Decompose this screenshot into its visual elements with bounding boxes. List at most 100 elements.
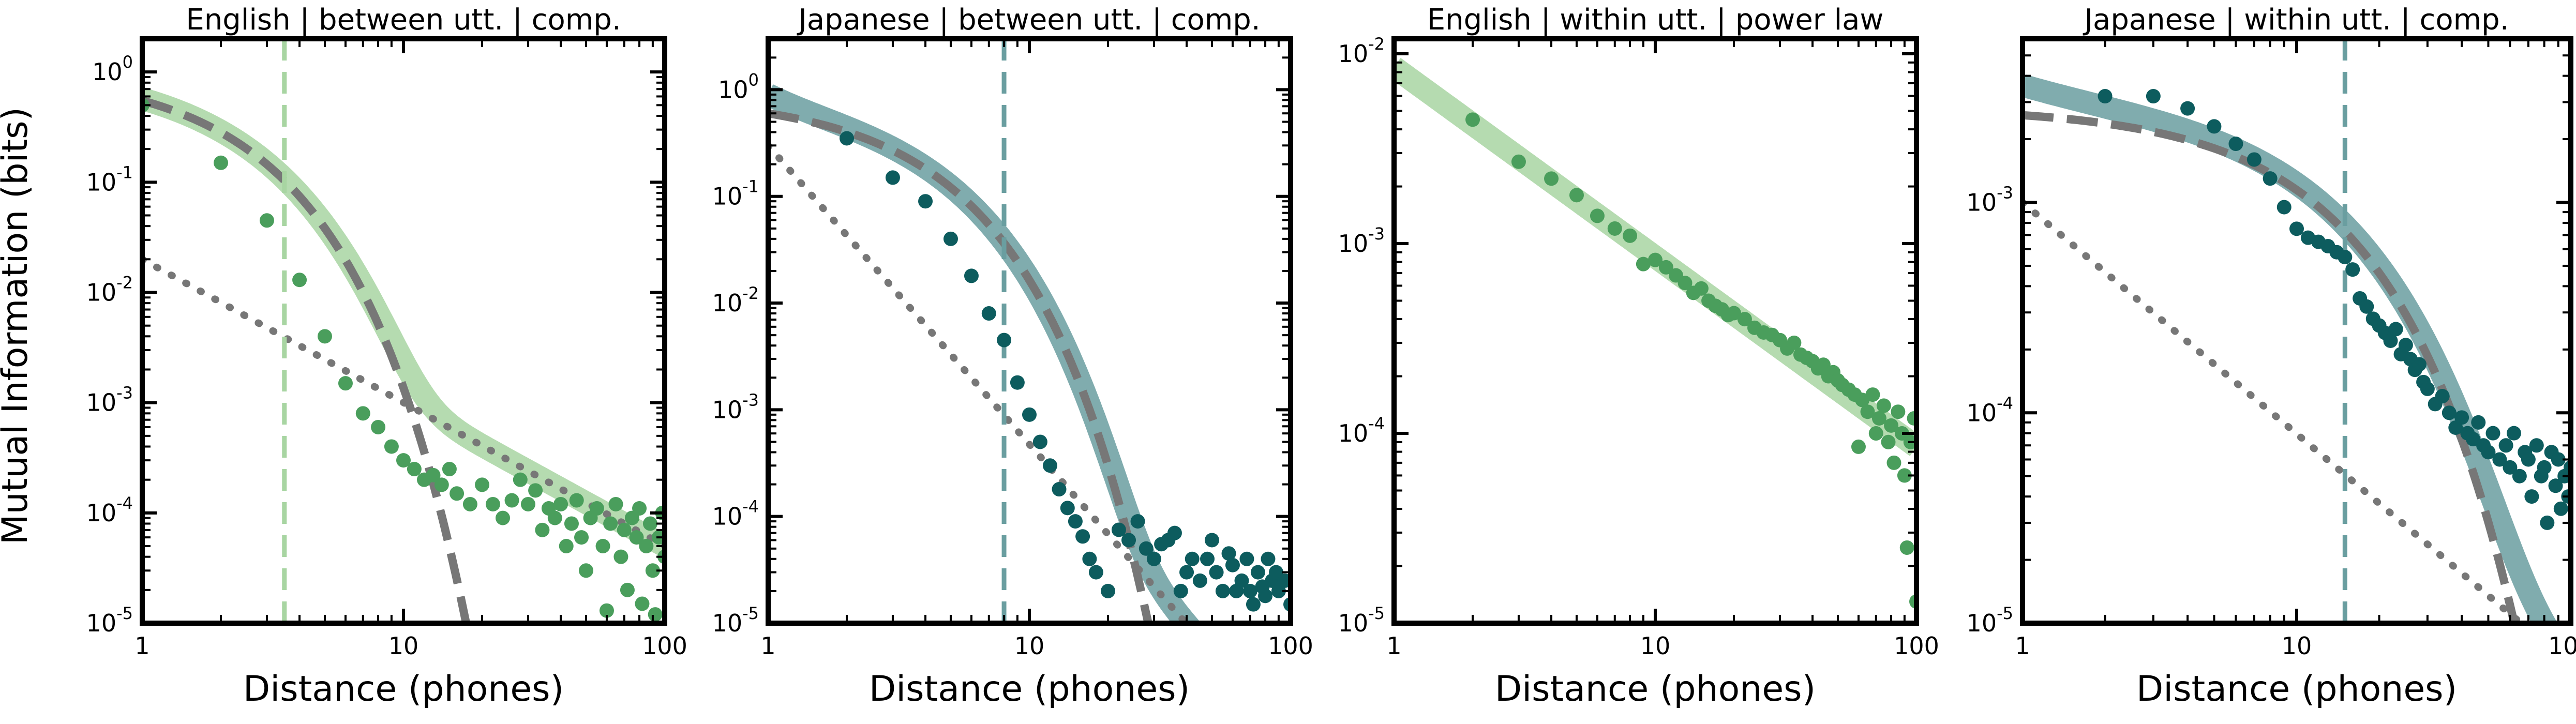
data-point xyxy=(1636,257,1651,272)
x-tick-label: 1 xyxy=(134,632,149,660)
data-point xyxy=(645,563,660,578)
data-point xyxy=(504,493,519,508)
x-axis-label: Distance (phones) xyxy=(869,669,1190,710)
y-tick-label: 10-2 xyxy=(1338,34,1385,68)
y-tick-label: 10-1 xyxy=(712,177,759,210)
data-point xyxy=(1121,533,1136,548)
y-tick-label: 10-2 xyxy=(86,273,133,307)
chart-title: Japanese | within utt. | comp. xyxy=(2083,3,2509,37)
data-point xyxy=(462,496,477,511)
chart-panel-1: 1 10 100 10-5 10-4 10-3 10-2 10-1 100 English | b… xyxy=(86,3,687,710)
data-point xyxy=(2471,415,2486,430)
data-point xyxy=(1101,583,1116,598)
y-tick-label: 100 xyxy=(92,52,133,86)
data-point xyxy=(2338,250,2353,265)
panels: 1 10 100 10-5 10-4 10-3 10-2 10-1 100 English | b… xyxy=(86,3,2576,710)
data-point xyxy=(317,329,332,344)
data-point xyxy=(1221,546,1236,561)
data-point xyxy=(355,406,370,421)
data-point xyxy=(2383,333,2398,348)
data-point xyxy=(613,549,628,564)
data-point xyxy=(2466,432,2481,447)
data-point xyxy=(528,483,543,498)
data-point xyxy=(559,539,574,554)
data-point xyxy=(964,268,979,283)
data-point xyxy=(259,213,274,228)
data-point xyxy=(1258,589,1273,604)
data-point xyxy=(1185,551,1200,566)
data-point xyxy=(2537,460,2552,475)
data-point xyxy=(1032,434,1047,449)
y-tick-label: 10-4 xyxy=(1967,393,2013,427)
data-point xyxy=(475,477,490,492)
data-point xyxy=(2180,101,2195,116)
data-point xyxy=(1544,171,1559,186)
data-point xyxy=(1851,439,1866,454)
y-tick-label: 10-5 xyxy=(712,604,759,637)
data-point xyxy=(2098,89,2113,104)
data-point xyxy=(338,376,353,391)
data-point xyxy=(595,539,610,554)
x-axis-label: Distance (phones) xyxy=(2136,669,2457,710)
x-tick-label: 1 xyxy=(760,632,775,660)
data-point xyxy=(2263,171,2278,186)
data-point xyxy=(608,496,623,511)
data-point xyxy=(292,273,307,288)
data-point xyxy=(1209,565,1224,580)
data-point xyxy=(2454,410,2469,425)
plot-area xyxy=(2023,39,2571,623)
data-point xyxy=(1042,458,1057,473)
data-point xyxy=(1173,583,1188,598)
data-point xyxy=(1179,565,1194,580)
data-point xyxy=(1607,221,1622,236)
data-point xyxy=(2485,426,2500,441)
data-point xyxy=(603,516,618,531)
data-point xyxy=(2146,89,2161,104)
data-point xyxy=(2246,152,2262,167)
data-point xyxy=(1623,228,1638,243)
data-point xyxy=(617,522,632,537)
chart-title: English | between utt. | comp. xyxy=(186,3,621,37)
data-point xyxy=(1242,583,1257,598)
data-point xyxy=(1787,335,1802,350)
data-point xyxy=(2388,322,2403,337)
data-point xyxy=(1200,551,1215,566)
x-tick-label: 10 xyxy=(2282,632,2312,660)
data-point xyxy=(1886,455,1901,470)
data-point xyxy=(553,496,568,511)
data-point xyxy=(1146,551,1161,566)
data-point xyxy=(2442,405,2457,420)
data-point xyxy=(2540,515,2555,530)
data-point xyxy=(2420,381,2435,396)
data-point xyxy=(1816,357,1831,372)
data-point xyxy=(1891,404,1906,419)
x-tick-label: 1 xyxy=(1386,632,1401,660)
data-point xyxy=(1088,565,1103,580)
chart-panel-3: 1 10 100 10-5 10-4 10-3 10-2 English | within u… xyxy=(1338,3,1939,710)
data-point xyxy=(2498,438,2513,453)
data-point xyxy=(2512,469,2527,484)
chart-panel-4: 1 10 100 10-5 10-4 10-3 Japanese | within utt.… xyxy=(1967,3,2576,710)
fit-curve xyxy=(2023,74,2558,623)
data-point xyxy=(450,486,465,501)
exponential-component xyxy=(2023,111,2519,623)
data-point xyxy=(2481,445,2496,460)
data-point xyxy=(1204,533,1219,548)
data-point xyxy=(1234,573,1249,588)
data-point xyxy=(1884,418,1899,433)
y-tick-label: 10-4 xyxy=(712,497,759,531)
data-point xyxy=(1192,573,1207,588)
data-point xyxy=(2506,426,2521,441)
y-tick-label: 10-5 xyxy=(86,604,133,637)
data-point xyxy=(1250,565,1265,580)
data-point xyxy=(535,522,550,537)
power-law-component xyxy=(2023,199,2527,623)
x-tick-label: 100 xyxy=(642,632,687,660)
data-point xyxy=(981,306,996,321)
data-point xyxy=(2492,452,2507,467)
data-point xyxy=(2521,452,2536,467)
data-point xyxy=(1590,208,1605,223)
data-point xyxy=(2529,438,2544,453)
data-point xyxy=(589,501,604,516)
